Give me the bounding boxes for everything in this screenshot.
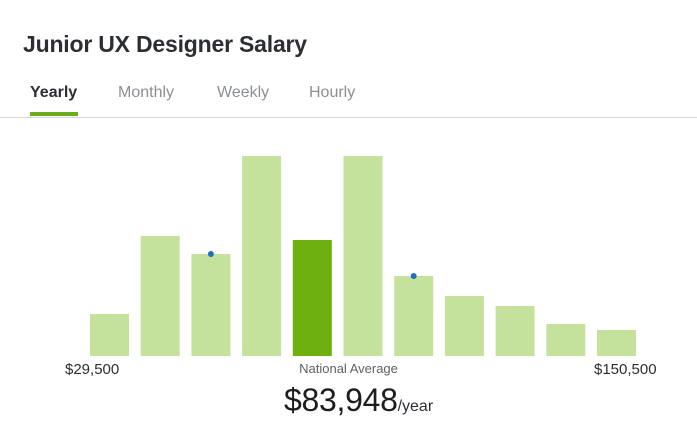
average-salary-amount: $83,948 <box>284 382 398 418</box>
period-tabs: Yearly Monthly Weekly Hourly <box>0 80 697 118</box>
salary-bar[interactable] <box>546 324 586 356</box>
tab-hourly[interactable]: Hourly <box>309 84 356 101</box>
tab-monthly[interactable]: Monthly <box>118 84 175 101</box>
salary-bar[interactable] <box>495 306 535 356</box>
min-salary-label: $29,500 <box>65 361 120 378</box>
salary-bar[interactable] <box>191 254 231 356</box>
national-average-label: National Average <box>299 361 398 376</box>
percentile-marker <box>207 251 214 257</box>
salary-bar[interactable] <box>343 156 383 356</box>
average-salary-unit: /year <box>397 398 434 415</box>
active-tab-indicator <box>30 112 78 116</box>
page-title: Junior UX Designer Salary <box>23 31 307 57</box>
salary-bar[interactable] <box>597 330 636 356</box>
national-average-value: $83,948/year <box>284 382 433 419</box>
salary-bar[interactable] <box>140 236 180 356</box>
percentile-marker <box>410 273 417 279</box>
salary-bar[interactable] <box>394 276 434 356</box>
max-salary-label: $150,500 <box>594 361 657 378</box>
salary-bar[interactable] <box>242 156 282 356</box>
tab-weekly[interactable]: Weekly <box>217 84 270 101</box>
salary-bar[interactable] <box>444 296 484 356</box>
tab-yearly[interactable]: Yearly <box>30 84 78 101</box>
salary-bar-average[interactable] <box>292 240 332 356</box>
salary-bar[interactable] <box>90 314 129 356</box>
